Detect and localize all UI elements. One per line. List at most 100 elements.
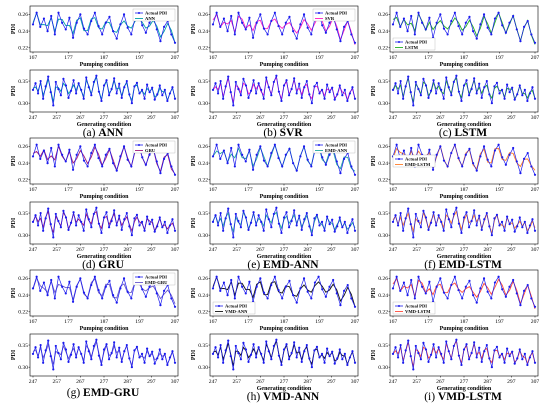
panel-e-top-actual-point — [299, 155, 302, 158]
panel-d-top-actual-point — [71, 168, 75, 171]
panel-a-top-actual-point — [155, 28, 158, 31]
panel-f-bottom-xtick-label: 257 — [412, 247, 421, 253]
panel-g-bottom-actual-point — [59, 358, 62, 361]
panel-g-bottom-actual-point — [69, 353, 73, 356]
panel-i-top-actual-point — [508, 285, 511, 288]
panel-i-bottom-actual-point — [440, 352, 443, 355]
panel-e-top-actual-point — [306, 158, 309, 161]
panel-g-top-actual-point — [57, 275, 60, 278]
panel-i-bottom-actual-point — [417, 351, 420, 355]
panel-h-top-actual-point — [299, 287, 302, 290]
panel-g-top-actual-point — [115, 301, 118, 304]
panel-b-top-actual-point — [306, 26, 309, 29]
panel-e-top-xtick-label: 207 — [351, 187, 360, 193]
panel-e-bottom-actual-point — [282, 216, 286, 219]
panel-h-top-legend-label-model: VMD-ANN — [225, 309, 248, 314]
panel-i-bottom-actual-point — [490, 366, 493, 369]
panel-d-top-actual-point — [35, 143, 38, 146]
panel-e-bottom-actual-point — [293, 209, 296, 212]
panel-g-bottom-actual-point — [102, 348, 106, 351]
panel-h-bottom-actual-point — [255, 356, 258, 359]
panel-h-top-actual-point — [241, 285, 244, 288]
caption-b: (b) SVR — [263, 127, 303, 139]
panel-i-top-actual-point — [519, 304, 522, 307]
panel-h-top-actual-point — [277, 288, 280, 292]
panel-i-top-actual-point — [450, 283, 453, 287]
panel-b-bottom-actual-point — [295, 92, 298, 95]
panel-b-bottom-ytick-label: 0.30 — [198, 101, 208, 107]
panel-a-bottom-actual-point — [171, 86, 174, 89]
caption-g: (g) EMD-GRU — [67, 387, 140, 399]
panel-i-bottom-actual-point — [521, 358, 524, 361]
panel-b-bottom-actual-point — [257, 82, 260, 85]
panel-a-bottom-actual-point — [80, 88, 83, 91]
panel-b-bottom-xtick-label: 277 — [280, 115, 289, 121]
panel-c-bottom-actual-point — [424, 84, 428, 87]
panel-h-bottom-xtick-label: 277 — [280, 379, 289, 385]
panel-d-top-actual-point — [115, 169, 118, 172]
panel-d-bottom-actual-point — [125, 211, 128, 215]
panel-g-top-xtick-label: 167 — [29, 319, 38, 325]
panel-f-bottom-actual-point — [442, 229, 445, 232]
panel-d-bottom-actual-point — [97, 222, 101, 225]
panel-d-bottom-actual-point — [168, 224, 172, 227]
panel-e-bottom-actual-point — [255, 224, 258, 227]
panel-c-bottom-actual-point — [531, 86, 534, 89]
panel-d-top-xtick-label: 187 — [100, 187, 109, 193]
panel-d-top-actual-point — [130, 165, 133, 168]
panel-c-top-actual-point — [442, 27, 446, 30]
caption-i: (i) VMD-LSTM — [424, 391, 502, 403]
panel-a-bottom-actual-point — [54, 80, 57, 84]
panel-b-top-actual-point — [328, 21, 331, 24]
panel-h-bottom-xtick-label: 307 — [351, 379, 360, 385]
panel-d-bottom-actual-point — [140, 220, 144, 223]
panel-f-bottom-actual-point — [435, 224, 438, 227]
panel-f-top-actual-point — [472, 161, 475, 165]
panel-h-top-actual-point — [259, 277, 262, 280]
panel-g-bottom-actual-point — [72, 343, 75, 346]
panel-e-bottom-actual-point — [234, 212, 237, 216]
panel-h-bottom-actual-line — [212, 338, 356, 370]
caption-name-d: GRU — [98, 259, 124, 271]
panel-h-bottom-actual-point — [262, 361, 265, 364]
panel-f-top-actual-point — [402, 149, 406, 152]
panel-g-top-actual-point — [82, 291, 86, 294]
panel-b-bottom-actual-point — [262, 97, 265, 100]
caption-letter-d: (d) — [82, 259, 98, 271]
panel-d-top-xtick-label: 167 — [29, 187, 38, 193]
panel-i-top-legend-label-actual: Actual PDI — [405, 304, 427, 309]
panel-e-bottom-actual-point — [336, 225, 339, 228]
panel-a-bottom-actual-point — [82, 97, 85, 100]
panel-d-bottom-actual-point — [161, 226, 164, 229]
panel-i-bottom-actual-point — [437, 346, 440, 349]
panel-g-bottom-ytick-label: 0.35 — [18, 343, 28, 349]
panel-g-top-actual-point — [86, 297, 89, 300]
panel-h-top-actual-point — [230, 278, 233, 282]
caption-name-c: LSTM — [455, 127, 488, 139]
panel-e-top-actual-point — [335, 160, 338, 163]
panel-a-bottom-actual-point — [102, 84, 106, 87]
panel-f-top-actual-point — [482, 145, 486, 148]
panel-c-top-ytick-label: 0.22 — [378, 46, 388, 52]
panel-a-bottom-actual-point — [69, 89, 73, 92]
panel-b-bottom-actual-point — [222, 97, 225, 100]
panel-e-bottom-actual-point — [300, 228, 303, 231]
panel-b-top-actual-point — [219, 25, 222, 29]
panel-a-bottom-actual-point — [47, 75, 50, 78]
panel-g-bottom-actual-point — [87, 350, 90, 353]
panel-i-top-actual-point — [413, 297, 416, 300]
panel-f-bottom-actual-point — [533, 229, 537, 232]
panel-c-top-actual-point — [406, 29, 409, 33]
panel-f-top-actual-point — [504, 163, 507, 166]
panel-e-top-actual-point — [248, 148, 251, 151]
panel-g-top-actual-point — [39, 289, 42, 293]
panel-g-bottom-actual-point — [105, 343, 108, 346]
panel-f-top-actual-point — [533, 173, 537, 176]
panel-f-bottom-actual-point — [437, 214, 440, 217]
panel-c-bottom-actual-point — [513, 98, 516, 101]
panel-e-bottom-actual-point — [305, 211, 308, 215]
panel-a-top-ytick-label: 0.22 — [18, 46, 28, 52]
panel-c-top-actual-point — [515, 28, 518, 31]
panel-h-top-actual-point — [219, 289, 222, 293]
